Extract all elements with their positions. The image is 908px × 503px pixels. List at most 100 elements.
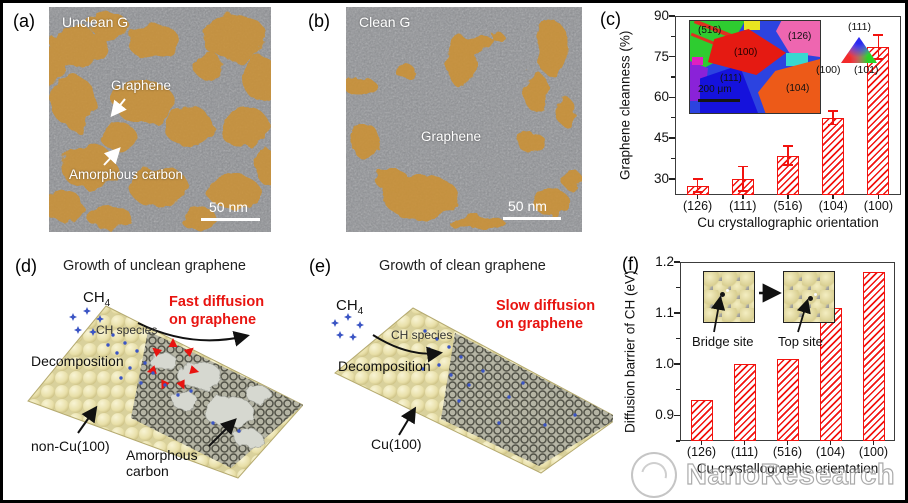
amorphous-carbon-blobs xyxy=(149,351,272,448)
fast-diffusion-label: Fast diffusion on graphene xyxy=(169,294,265,329)
scale-bar xyxy=(503,217,561,220)
grain-label-100: (100) xyxy=(734,47,758,58)
inset-arrows xyxy=(710,283,811,333)
grain-label-126: (126) xyxy=(788,31,812,42)
y-tick-label: 1.1 xyxy=(655,305,674,321)
adatom-marker xyxy=(720,292,725,297)
y-tick-label: 1.2 xyxy=(655,254,674,269)
ch4-text: CH xyxy=(336,297,358,314)
error-bar-cap xyxy=(783,145,793,148)
annotation-arrows xyxy=(103,98,127,166)
amorphous-carbon-annotation: Amorphous carbon xyxy=(69,167,184,182)
x-tick-label: (104) xyxy=(815,445,846,459)
substrate-label: non-Cu(100) xyxy=(31,438,110,454)
ipf-label-111: (111) xyxy=(848,21,871,33)
y-minor-tick xyxy=(671,76,675,78)
x-axis-title: Cu crystallographic orientation xyxy=(697,215,879,230)
grain-label-104: (104) xyxy=(786,83,810,94)
x-tick-label: (126) xyxy=(686,445,717,459)
graphene-annotation: Graphene xyxy=(421,129,482,144)
y-tick xyxy=(669,177,675,180)
error-bar-cap xyxy=(783,164,793,167)
y-tick-label: 90 xyxy=(653,8,669,23)
tem-unclean-texture xyxy=(49,7,271,232)
panel-label-a: (a) xyxy=(13,11,35,31)
bar-(104) xyxy=(822,117,845,195)
error-bar xyxy=(832,110,835,125)
error-bar-cap xyxy=(692,191,703,194)
ch4-molecules xyxy=(69,307,104,336)
x-tick-label: (100) xyxy=(858,445,889,459)
error-bar-cap xyxy=(737,165,748,168)
y-tick-label: 0.9 xyxy=(655,407,674,423)
y-tick xyxy=(674,312,680,314)
graphene-lattice xyxy=(441,333,613,466)
ch-species-label: CH species xyxy=(96,323,158,337)
grain-label-111: (111) xyxy=(720,73,742,84)
x-tick-label: (516) xyxy=(773,199,803,213)
y-tick-label: 75 xyxy=(653,48,669,64)
y-tick xyxy=(674,261,680,263)
x-tick-label: (111) xyxy=(729,199,757,213)
grain-speck xyxy=(744,21,760,30)
x-tick xyxy=(877,195,880,199)
bridge-site-label: Bridge site xyxy=(692,334,754,349)
amorphous-carbon-patches xyxy=(49,13,271,231)
tem-image-clean-graphene: Clean G Graphene 50 nm xyxy=(346,7,582,232)
error-bar xyxy=(787,146,789,166)
ch4-label: CH4 xyxy=(336,297,363,317)
x-tick xyxy=(787,195,789,199)
y-tick xyxy=(669,15,675,17)
scale-bar-label: 50 nm xyxy=(209,199,248,215)
ch-species-marks xyxy=(106,333,241,433)
scale-bar-label: 50 nm xyxy=(508,198,547,214)
bar-(126) xyxy=(690,400,713,441)
error-bar-cap xyxy=(828,123,839,126)
tem-image-unclean-graphene: Unclean G Graphene Amorphous carbon 50 n… xyxy=(49,7,271,232)
x-tick-label: (100) xyxy=(863,199,893,213)
growth-illustration-unclean xyxy=(27,305,303,479)
grain-speck xyxy=(692,57,703,65)
panel-label-c: (c) xyxy=(600,9,621,29)
y-tick xyxy=(669,96,675,99)
y-minor-tick xyxy=(676,440,680,442)
growth-scene-clean: CH4 CH species Decomposition Slow diffus… xyxy=(313,273,613,500)
error-bar xyxy=(741,166,744,191)
panel-label-b: (b) xyxy=(308,11,330,31)
diffusion-sites-inset: Bridge site Top site xyxy=(680,262,895,362)
x-tick-label: (516) xyxy=(772,445,803,459)
ch4-molecules xyxy=(331,313,364,341)
inset-scale-bar xyxy=(698,99,740,102)
x-tick-label: (111) xyxy=(730,445,759,459)
y-tick xyxy=(674,363,680,366)
graphene-cleanness-chart: Graphene cleanness (%) Cu crystallograph… xyxy=(618,8,901,230)
scene-arrows xyxy=(77,322,250,447)
error-bar-cap xyxy=(828,110,839,112)
x-tick xyxy=(700,441,703,445)
substrate-label: Cu(100) xyxy=(371,436,422,452)
y-tick-label: 30 xyxy=(653,170,669,186)
diffusion-barrier-chart: Diffusion barrier of CH (eV) Cu crystall… xyxy=(623,254,895,476)
y-tick xyxy=(674,414,680,417)
tem-title-clean: Clean G xyxy=(359,14,411,30)
error-bar xyxy=(696,178,699,193)
y-minor-tick xyxy=(671,117,675,119)
amorphous-carbon-label: Amorphous carbon xyxy=(126,447,198,479)
x-tick xyxy=(829,441,832,445)
scale-bar xyxy=(201,218,260,221)
scene-title-clean: Growth of clean graphene xyxy=(379,258,546,274)
scene-title-unclean: Growth of unclean graphene xyxy=(63,258,246,274)
error-bar-cap xyxy=(737,190,748,192)
bar-(516) xyxy=(776,359,799,441)
y-minor-tick xyxy=(671,35,675,37)
ipf-label-101: (101) xyxy=(854,64,879,76)
grain-speck xyxy=(786,53,808,66)
h-atom-marker xyxy=(814,293,817,296)
y-tick-label: 1.0 xyxy=(655,356,674,372)
x-tick xyxy=(786,441,789,445)
panel-label-d: (d) xyxy=(15,256,37,276)
panel-label-f: (f) xyxy=(622,254,639,274)
error-bar-cap xyxy=(692,177,703,180)
x-tick xyxy=(872,441,875,445)
